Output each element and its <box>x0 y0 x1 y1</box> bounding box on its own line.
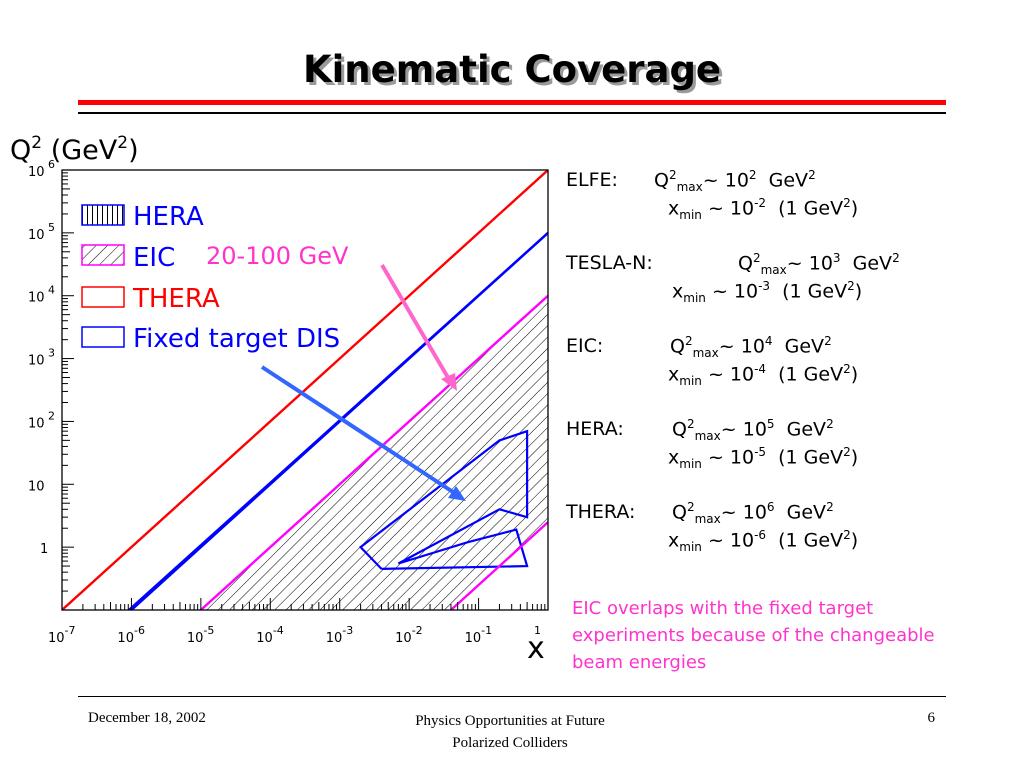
eic-overlap-note: EIC overlaps with the fixed target exper… <box>572 598 935 673</box>
x-tick-label: 10-6 <box>117 624 145 646</box>
footer-date: December 18, 2002 <box>88 710 206 726</box>
y-axis-label: Q2 (GeV2) <box>10 133 139 166</box>
info-row-1-q2max: TESLA-N: Q2max~ 103 GeV2 <box>566 251 900 278</box>
legend-label-hera: HERA <box>133 202 204 232</box>
title-underline-red <box>78 100 946 105</box>
legend-label-eic: EIC <box>133 243 175 273</box>
legend-label-fixed-target: Fixed target DIS <box>133 324 340 354</box>
legend-swatch-hera <box>81 204 125 226</box>
legend-swatch-thera <box>81 286 125 308</box>
y-tick-label: 10 3 <box>28 347 55 369</box>
info-row-3-xmin: xmin ~ 10-5 (1 GeV2) <box>668 445 859 472</box>
footer-title: Physics Opportunities at Future Polarize… <box>330 710 690 754</box>
info-row-2-xmin: xmin ~ 10-4 (1 GeV2) <box>668 362 859 389</box>
x-tick-label: 10-1 <box>465 624 493 646</box>
legend: HERA EIC 20-100 GeV THERA Fixed target D… <box>81 202 349 354</box>
title-underline-black <box>78 112 946 114</box>
eic-upper-line <box>199 294 548 610</box>
y-tick-label: 10 <box>28 479 45 494</box>
y-tick-label: 10 4 <box>28 284 55 306</box>
x-tick-label: 10-7 <box>48 624 76 646</box>
info-row-4-xmin: xmin ~ 10-6 (1 GeV2) <box>668 528 859 555</box>
footer-title-line1: Physics Opportunities at Future <box>415 713 605 729</box>
y-tick-label: 10 6 <box>28 158 55 180</box>
plot-frame <box>61 169 549 611</box>
legend-swatch-eic <box>81 244 125 266</box>
x-tick-label: 10-4 <box>256 624 284 646</box>
collider-name: TESLA-N: <box>566 252 653 275</box>
info-row-1-xmin: xmin ~ 10-3 (1 GeV2) <box>672 279 863 306</box>
info-row-4-q2max: THERA: Q2max~ 106 GeV2 <box>566 500 834 527</box>
collider-name: EIC: <box>566 335 604 358</box>
y-tick-label: 10 5 <box>28 221 55 243</box>
x-tick-label: 1 <box>534 624 541 637</box>
x-tick-label: 10-2 <box>395 624 423 646</box>
legend-label-thera: THERA <box>132 284 220 314</box>
x-tick-label: 10-5 <box>187 624 215 646</box>
kinematic-coverage-chart: Q2 (GeV2) 10-7 10-6 10-5 10-4 10-3 10-2 10-1 1 1… <box>10 133 549 666</box>
y-tick-label: 10 2 <box>28 409 55 431</box>
collider-name: ELFE: <box>566 169 618 192</box>
thera-limit-line <box>62 170 548 610</box>
fixed-target-region <box>358 429 529 570</box>
eic-arrow <box>380 263 457 391</box>
y-tick-label: 1 <box>40 542 48 557</box>
fixed-target-arrow <box>260 365 466 501</box>
info-row-3-q2max: HERA: Q2max~ 105 GeV2 <box>566 417 834 444</box>
legend-swatch-fixed-target <box>81 326 125 348</box>
collider-name: THERA: <box>566 501 636 524</box>
page-number: 6 <box>927 710 936 726</box>
info-row-2-q2max: EIC: Q2max~ 104 GeV2 <box>566 334 832 361</box>
x-tick-label: 10-3 <box>326 624 354 646</box>
info-row-0-q2max: ELFE: Q2max~ 102 GeV2 <box>566 168 816 195</box>
footer-title-line2: Polarized Colliders <box>452 735 568 751</box>
hera-lower-line <box>128 231 548 610</box>
legend-note-energy: 20-100 GeV <box>206 242 349 270</box>
slide-title: Kinematic Coverage <box>302 48 722 91</box>
eic-lower-line <box>450 521 548 610</box>
collider-name: HERA: <box>566 418 624 441</box>
footer-rule <box>78 696 946 697</box>
x-axis-label: x <box>527 631 545 666</box>
info-row-0-xmin: xmin ~ 10-2 (1 GeV2) <box>668 196 859 223</box>
